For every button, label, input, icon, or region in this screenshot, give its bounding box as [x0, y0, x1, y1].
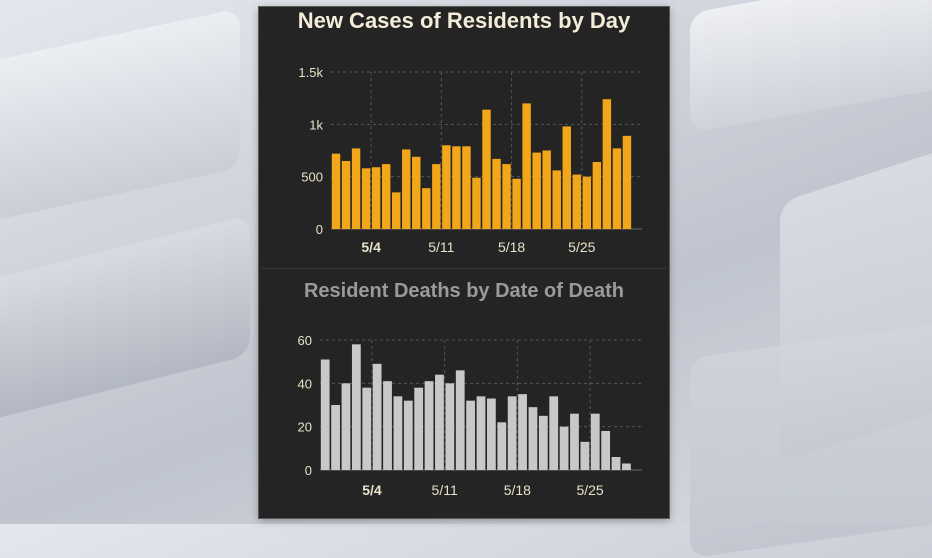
deaths-bar	[403, 400, 413, 470]
cases-y-tick-label: 500	[301, 170, 323, 185]
deaths-bar	[414, 387, 424, 470]
cases-bar	[532, 152, 541, 229]
deaths-y-tick-label: 20	[298, 420, 312, 435]
cases-bar	[371, 167, 381, 229]
deaths-bar-chart: 0 20 40 60 5/4 5/11 5/18 5/25	[298, 333, 642, 498]
cases-bar	[381, 164, 391, 229]
deaths-bar	[518, 394, 527, 470]
cases-y-tick-label: 1.5k	[298, 65, 323, 80]
cases-bar	[612, 148, 622, 229]
chart-divider	[262, 268, 666, 269]
deaths-bar	[590, 413, 600, 470]
deaths-bar	[486, 398, 496, 470]
deaths-bar	[611, 457, 621, 470]
cases-bar-chart: 0 500 1k 1.5k 5/4 5/11 5/18 5/25	[298, 65, 642, 255]
cases-bar	[512, 178, 521, 229]
deaths-x-tick-label: 5/25	[576, 482, 603, 498]
deaths-bar	[393, 396, 403, 470]
deaths-bar	[331, 405, 340, 470]
deaths-bar	[580, 441, 590, 470]
deaths-bar	[445, 383, 455, 470]
cases-x-tick-label: 5/11	[428, 239, 454, 255]
deaths-x-tick-label: 5/4	[362, 482, 382, 498]
cases-bar	[432, 164, 441, 229]
deaths-y-tick-label: 40	[298, 376, 312, 391]
cases-x-tick-label: 5/25	[568, 239, 595, 255]
deaths-bar	[435, 374, 444, 470]
deaths-bar	[507, 396, 517, 470]
cases-bar	[522, 103, 531, 229]
cases-bar	[492, 158, 501, 229]
deaths-bar	[383, 381, 392, 470]
deaths-x-tick-label: 5/11	[432, 482, 458, 498]
deaths-bar	[497, 422, 507, 470]
cases-bar	[341, 160, 351, 229]
deaths-chart-title: Resident Deaths by Date of Death	[303, 280, 625, 302]
deaths-bar	[622, 463, 631, 470]
cases-bar	[402, 149, 411, 229]
cases-bar	[361, 168, 371, 229]
deaths-y-tick-label: 0	[305, 463, 312, 478]
deaths-bar	[570, 413, 579, 470]
cases-y-tick-label: 0	[316, 222, 323, 237]
cases-bar	[452, 146, 461, 229]
deaths-bar	[372, 363, 382, 470]
deaths-bar	[559, 426, 569, 470]
cases-bar	[472, 177, 481, 229]
cases-bar	[562, 126, 571, 229]
deaths-bar	[362, 387, 372, 470]
cases-bar	[582, 176, 592, 229]
deaths-bar	[601, 431, 611, 470]
deaths-bar	[466, 400, 476, 470]
deaths-bar	[528, 407, 538, 470]
deaths-bar	[424, 381, 434, 470]
cases-bar	[412, 156, 421, 229]
cases-bar	[502, 164, 511, 229]
deaths-bar	[455, 370, 465, 470]
cases-y-tick-label: 1k	[309, 117, 323, 132]
cases-bar	[552, 170, 561, 229]
cases-bar	[422, 188, 431, 229]
cases-bar	[482, 109, 491, 229]
cases-bar	[462, 146, 471, 229]
deaths-bar	[538, 415, 548, 470]
cases-chart-title: New Cases of Residents by Day	[297, 8, 631, 33]
cases-bar	[622, 135, 632, 229]
cases-bar	[572, 174, 582, 229]
cases-x-tick-label: 5/18	[498, 239, 525, 255]
deaths-x-tick-label: 5/18	[504, 482, 531, 498]
deaths-bar	[549, 396, 559, 470]
cases-bar	[602, 99, 612, 229]
deaths-bar	[341, 383, 351, 470]
cases-bar	[331, 153, 341, 229]
cases-bar	[592, 162, 602, 229]
cases-bar	[442, 145, 451, 229]
cases-bar	[391, 192, 401, 229]
deaths-bar	[320, 359, 330, 470]
deaths-bar	[476, 396, 486, 470]
cases-x-tick-label: 5/4	[361, 239, 381, 255]
cases-bar	[542, 150, 551, 229]
deaths-bar	[351, 344, 361, 470]
deaths-y-tick-label: 60	[298, 333, 312, 348]
cases-bar	[351, 148, 361, 229]
